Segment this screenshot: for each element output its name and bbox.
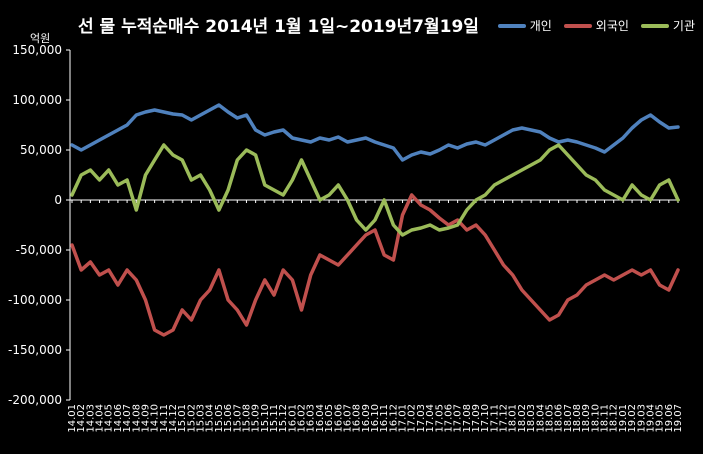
x-tick-label: 17.01 [398, 404, 409, 433]
x-tick-label: 14.06 [113, 404, 124, 433]
x-tick-label: 18.01 [508, 404, 519, 433]
x-tick-label: 17.04 [425, 404, 436, 433]
x-tick-label: 16.06 [333, 404, 344, 433]
y-tick-label: -100,000 [8, 293, 62, 307]
x-tick-label: 17.08 [462, 404, 473, 433]
series-line-1 [70, 193, 680, 337]
x-tick-label: 18.04 [535, 404, 546, 433]
x-tick-label: 15.05 [214, 404, 225, 433]
legend-item-institution: 기관 [640, 17, 695, 34]
x-tick-label: 16.03 [306, 404, 317, 433]
x-tick-label: 19.04 [645, 404, 656, 433]
x-tick-label: 18.02 [517, 404, 528, 433]
x-tick-label: 18.11 [600, 404, 611, 433]
x-tick-label: 14.05 [104, 404, 115, 433]
x-tick-label: 19.01 [618, 404, 629, 433]
legend-label-foreign: 외국인 [595, 19, 629, 33]
x-tick-label: 18.12 [609, 404, 620, 433]
legend-swatch-foreign [563, 23, 592, 28]
x-tick-label: 18.03 [526, 404, 537, 433]
chart-legend: 개인 외국인 기관 [497, 17, 695, 34]
x-tick-label: 16.11 [379, 404, 390, 433]
x-tick-label: 14.09 [140, 404, 151, 433]
x-tick-label: 18.08 [572, 404, 583, 433]
x-tick-label: 18.10 [590, 404, 601, 433]
x-tick-label: 16.12 [388, 404, 399, 433]
y-tick-label: 100,000 [12, 93, 62, 107]
x-tick-label: 14.01 [67, 404, 78, 433]
x-tick-label: 17.03 [416, 404, 427, 433]
x-tick-label: 15.02 [186, 404, 197, 433]
x-tick-label: 14.04 [95, 404, 106, 433]
x-tick-label: 18.05 [544, 404, 555, 433]
x-tick-label: 17.10 [480, 404, 491, 433]
x-tick-label: 17.02 [407, 404, 418, 433]
x-tick-label: 14.07 [122, 404, 133, 433]
x-tick-label: 14.03 [85, 404, 96, 433]
legend-item-foreign: 외국인 [563, 17, 629, 34]
y-tick-label: 50,000 [20, 143, 62, 157]
y-tick-label: 150,000 [12, 43, 62, 57]
y-axis-unit-label: 억원 [30, 32, 51, 45]
y-tick-label: -50,000 [16, 243, 62, 257]
x-tick-label: 15.04 [205, 404, 216, 433]
x-tick-label: 16.10 [370, 404, 381, 433]
x-tick-label: 15.08 [241, 404, 252, 433]
x-tick-label: 16.02 [297, 404, 308, 433]
x-tick-label: 16.01 [287, 404, 298, 433]
x-tick-label: 14.11 [159, 404, 170, 433]
y-tick-label: -200,000 [8, 393, 62, 407]
x-tick-label: 15.03 [196, 404, 207, 433]
x-tick-label: 17.07 [453, 404, 464, 433]
x-tick-label: 14.10 [150, 404, 161, 433]
series-line-0 [70, 103, 680, 162]
y-tick-label: 0 [54, 193, 62, 207]
series-line-2 [70, 143, 680, 237]
x-tick-label: 15.07 [232, 404, 243, 433]
x-tick-label: 15.01 [177, 404, 188, 433]
legend-swatch-individual [497, 23, 526, 28]
legend-label-institution: 기관 [672, 19, 695, 33]
x-tick-label: 19.06 [664, 404, 675, 433]
x-tick-label: 16.05 [324, 404, 335, 433]
x-tick-label: 15.10 [260, 404, 271, 433]
x-tick-label: 17.05 [434, 404, 445, 433]
y-tick-label: -150,000 [8, 343, 62, 357]
x-tick-label: 19.07 [673, 404, 684, 433]
x-tick-label: 16.04 [315, 404, 326, 433]
x-tick-label: 19.03 [636, 404, 647, 433]
x-tick-label: 15.09 [251, 404, 262, 433]
x-tick-label: 15.06 [223, 404, 234, 433]
legend-item-individual: 개인 [497, 17, 552, 34]
x-tick-label: 14.02 [76, 404, 87, 433]
x-tick-label: 15.12 [278, 404, 289, 433]
x-tick-label: 14.12 [168, 404, 179, 433]
x-tick-label: 14.08 [131, 404, 142, 433]
x-tick-label: 18.07 [563, 404, 574, 433]
x-tick-label: 17.09 [471, 404, 482, 433]
x-tick-label: 16.09 [361, 404, 372, 433]
x-tick-label: 16.07 [342, 404, 353, 433]
chart-title: 선 물 누적순매수 2014년 1월 1일~2019년7월19일 [78, 17, 479, 37]
legend-label-individual: 개인 [529, 19, 552, 33]
x-tick-label: 17.12 [499, 404, 510, 433]
x-tick-label: 16.08 [352, 404, 363, 433]
x-tick-label: 18.09 [581, 404, 592, 433]
legend-swatch-institution [640, 23, 669, 28]
x-tick-label: 17.06 [443, 404, 454, 433]
x-tick-label: 17.11 [489, 404, 500, 433]
x-tick-label: 15.11 [269, 404, 280, 433]
x-tick-label: 19.05 [655, 404, 666, 433]
x-tick-label: 18.06 [554, 404, 565, 433]
x-tick-label: 19.02 [627, 404, 638, 433]
